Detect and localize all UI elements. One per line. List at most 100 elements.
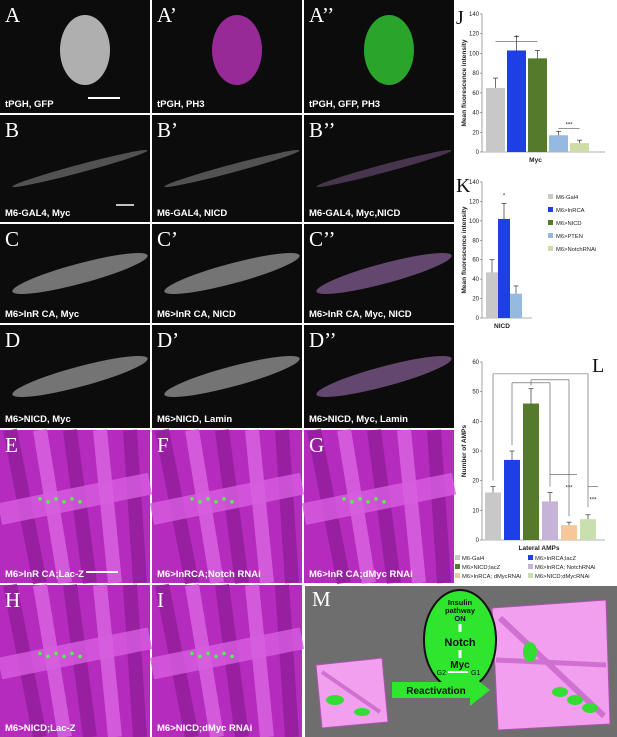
y-tick-label: 20 [472, 479, 479, 485]
cell [552, 687, 568, 697]
cell [567, 695, 583, 705]
panel-caption: M6-GAL4, NICD [157, 208, 227, 219]
panel-caption: M6>InRCA;Notch RNAi [157, 569, 261, 580]
cell [190, 651, 194, 656]
muscle-fiber [93, 429, 122, 584]
diagram-letter: M [312, 587, 331, 611]
arrow-label: Reactivation [406, 686, 465, 697]
y-tick-label: 40 [472, 277, 479, 283]
legend-swatch [528, 564, 533, 569]
tissue [364, 15, 414, 85]
annotation: *** [589, 497, 597, 503]
cell [198, 500, 202, 504]
panel-caption: M6>InR CA;dMyc RNAi [309, 569, 413, 580]
muscle-fiber [275, 429, 299, 584]
y-tick-label: 0 [476, 538, 480, 544]
chart-letter: K [456, 175, 471, 197]
muscle-fiber [427, 429, 451, 584]
y-tick-label: 20 [472, 297, 479, 303]
panel-letter: I [157, 588, 164, 612]
bar [523, 403, 539, 540]
legend-swatch [455, 555, 460, 560]
muscle-fiber [0, 472, 153, 525]
muscle-fiber [245, 429, 274, 584]
cell [70, 497, 74, 501]
cell [214, 654, 218, 659]
cell [62, 654, 66, 659]
tissue [316, 355, 452, 398]
y-tick-label: 100 [469, 51, 480, 57]
tissue [60, 15, 110, 85]
tissue [316, 252, 452, 295]
legend-label: M6-Gal4 [556, 195, 579, 201]
legend-swatch [548, 207, 553, 212]
panel-caption: M6>NICD, Myc, Lamin [309, 414, 408, 425]
cell [54, 497, 58, 501]
cell [230, 500, 234, 504]
panel-caption: M6>InR CA, Myc [5, 309, 79, 320]
y-tick-label: 140 [469, 12, 480, 18]
y-tick-label: 40 [472, 111, 479, 117]
y-tick-label: 120 [469, 199, 480, 205]
cell [206, 497, 210, 501]
panel-caption: M6>InR CA, Myc, NICD [309, 309, 412, 320]
legend-label: M6>NotchRNAi [556, 247, 596, 253]
cell [46, 654, 50, 659]
y-tick-label: 0 [476, 316, 480, 322]
chart-letter: J [456, 7, 464, 29]
bar [507, 50, 526, 152]
legend-label: M6>InRCA [556, 208, 585, 214]
muscle-fiber [123, 584, 147, 737]
cell [62, 500, 66, 504]
tissue [12, 252, 148, 295]
tissue [12, 355, 148, 398]
legend-label: M6>InRCA;lacZ [535, 556, 577, 562]
muscle-fiber [301, 472, 457, 525]
bar [504, 459, 520, 540]
y-tick-label: 60 [472, 91, 479, 97]
cell [190, 497, 194, 501]
tissue [164, 355, 300, 398]
legend-label: M6>NICD [556, 221, 582, 227]
cell [46, 500, 50, 504]
cell [222, 497, 226, 501]
legend-label: M6>InRCA; dMycRNAi [462, 574, 521, 580]
panel-letter: B’’ [309, 118, 335, 142]
bar [498, 218, 510, 318]
panel-letter: C’’ [309, 227, 335, 251]
muscle-fiber [320, 670, 382, 714]
cell [354, 708, 370, 716]
cell [214, 500, 218, 504]
muscle-fiber [0, 627, 153, 680]
cell [230, 654, 234, 659]
panel-letter: B [5, 118, 19, 142]
y-tick-label: 40 [472, 419, 479, 425]
micrograph [304, 115, 454, 222]
bar [570, 143, 589, 152]
muscle-fiber [245, 584, 274, 737]
diagram-text: G1 [471, 670, 480, 677]
y-tick-label: 140 [469, 180, 480, 186]
bar [580, 519, 596, 540]
panel-caption: M6>NICD;Lac-Z [5, 723, 76, 734]
diagram-text: Notch [444, 637, 475, 649]
muscle-fiber [497, 615, 607, 719]
panel-caption: M6>NICD, Myc [5, 414, 71, 425]
x-axis-label: Myc [529, 157, 542, 164]
panel-caption: tPGH, GFP [5, 99, 54, 110]
panel-letter: H [5, 588, 20, 612]
cell [198, 654, 202, 659]
bar [542, 501, 558, 540]
legend-label: M6>InRCA; NotchRNAi [535, 565, 595, 571]
diagram-text: Myc [450, 660, 470, 671]
panel-letter: D’ [157, 328, 179, 352]
panel-letter: D [5, 328, 20, 352]
bar [486, 272, 498, 318]
y-axis-label: Number of AMPs [461, 425, 468, 478]
cell [523, 642, 537, 662]
diagram-text: Insulin [448, 598, 473, 607]
cell [206, 651, 210, 656]
legend-swatch [528, 573, 533, 578]
y-tick-label: 0 [476, 150, 480, 156]
annotation: * [515, 36, 518, 42]
